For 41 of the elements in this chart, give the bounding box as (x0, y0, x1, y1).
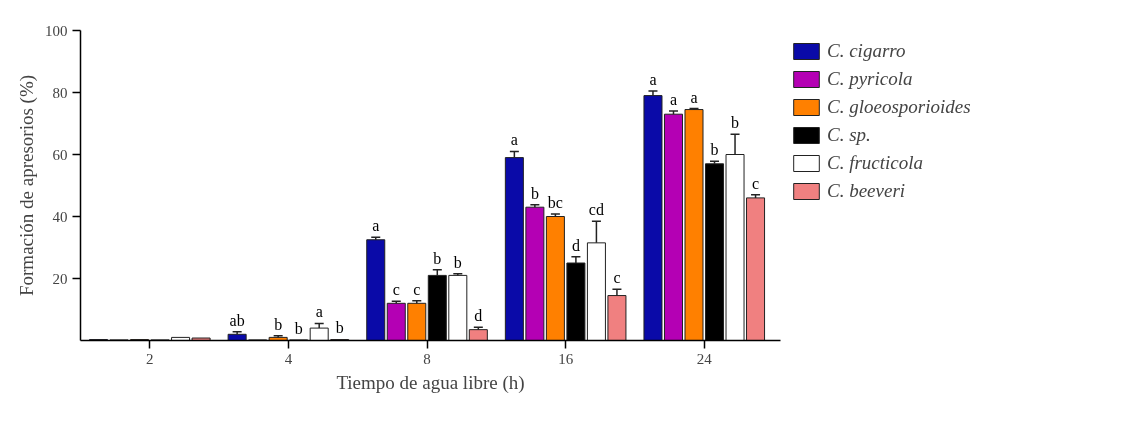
data-label: c (752, 174, 760, 192)
x-tick-label: 24 (696, 350, 713, 367)
data-label: bc (547, 193, 563, 211)
y-tick-label: 40 (52, 208, 68, 225)
y-tick-label: 60 (52, 146, 68, 163)
data-label: a (649, 70, 657, 88)
data-label: c (413, 280, 421, 298)
y-tick-label: 80 (52, 84, 68, 101)
x-tick-label: 2 (146, 350, 154, 367)
data-label: c (392, 281, 400, 299)
data-label: d (474, 307, 483, 325)
data-label: b (335, 319, 344, 337)
x-tick-label: 8 (423, 350, 431, 367)
legend-label: C. cigarro (827, 40, 906, 62)
y-tick-label: 100 (45, 22, 68, 39)
data-label: b (274, 315, 283, 333)
legend-label: C. beeveri (827, 180, 906, 202)
x-tick-label: 16 (558, 350, 574, 367)
data-label: b (453, 253, 462, 271)
data-label: a (372, 217, 380, 235)
data-label: c (613, 269, 621, 287)
legend-label: C. gloeosporioides (827, 96, 971, 118)
data-label: b (294, 319, 303, 337)
legend-label: C. fructicola (827, 152, 924, 174)
data-label: a (510, 131, 518, 149)
y-tick-label: 20 (52, 270, 68, 287)
legend-label: C. pyricola (827, 68, 913, 90)
data-label: b (530, 184, 539, 202)
data-label: b (731, 114, 740, 132)
data-label: a (669, 91, 678, 108)
x-tick-label: 4 (284, 350, 293, 367)
data-label: a (315, 303, 323, 321)
data-label: a (690, 88, 698, 106)
data-label: cd (588, 201, 604, 219)
data-label: d (571, 236, 580, 254)
y-axis-title: Formación de apresorios (%) (16, 74, 38, 297)
legend-label: C. sp. (827, 124, 871, 146)
data-label: b (433, 249, 442, 267)
x-axis-title: Tiempo de agua libre (h) (336, 371, 525, 394)
data-label: b (710, 141, 719, 159)
data-label: ab (229, 311, 245, 329)
